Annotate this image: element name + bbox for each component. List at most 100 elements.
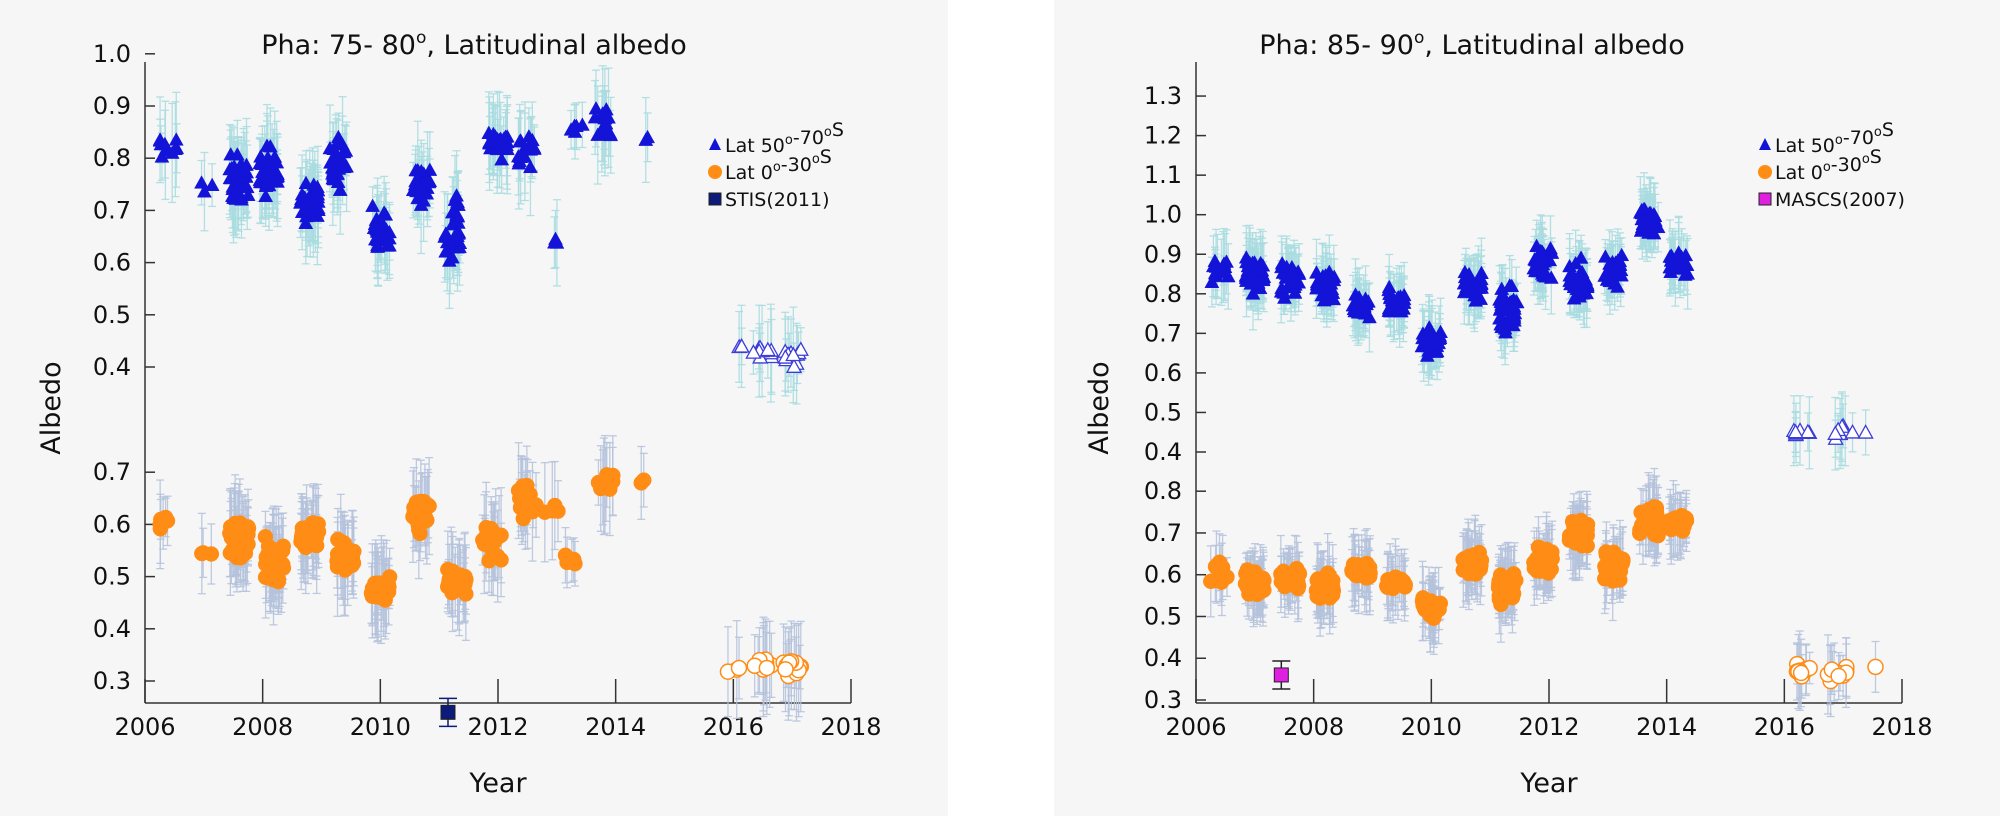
data-point-triangle: [1602, 273, 1618, 288]
legend-label-part: S: [832, 119, 844, 141]
legend-label-part: S: [820, 146, 832, 168]
x-axis-label-left: Year: [468, 768, 527, 799]
data-point-triangle: [1564, 268, 1580, 282]
data-point-triangle: [785, 346, 802, 362]
data-point-triangle: [1350, 305, 1366, 319]
data-point-triangle: [1799, 423, 1816, 439]
data-point-triangle: [1316, 292, 1332, 307]
data-point-triangle: [292, 195, 308, 209]
data-point-triangle: [1316, 270, 1332, 285]
y-tick-label: 1.2: [1144, 122, 1182, 150]
data-point-triangle: [421, 174, 437, 189]
data-point-triangle: [494, 152, 510, 166]
data-point-triangle: [234, 192, 249, 206]
data-point-circle: [598, 476, 614, 493]
data-point-triangle: [785, 358, 803, 373]
data-point-triangle: [157, 136, 173, 151]
legend-marker: [709, 138, 721, 150]
legend-label-part: o: [785, 133, 793, 148]
data-point-triangle: [1646, 225, 1662, 240]
data-point-triangle: [194, 175, 209, 189]
y-tick-label: 0.6: [1144, 561, 1182, 589]
data-point-triangle: [526, 140, 542, 154]
data-point-triangle: [410, 162, 426, 177]
chart-0: 2006 2008 2010 2012 2014 2016 2018 0.4 0.5 0.6 0.7…: [93, 40, 882, 741]
data-point-triangle: [298, 215, 314, 229]
data-point-triangle: [1421, 343, 1437, 357]
data-point-circle: [486, 534, 502, 551]
data-point-triangle: [1671, 245, 1687, 259]
chart-1: 2006 2008 2010 2012 2014 2016 2018 0.4 0.5 0.6 0.7…: [1144, 62, 1933, 741]
legend-label-part: Lat 0: [725, 162, 773, 184]
data-point-triangle: [513, 133, 529, 147]
data-point-circle: [265, 542, 281, 559]
data-point-triangle: [168, 132, 184, 146]
y-tick-label: 1.3: [1144, 82, 1182, 110]
y-tick-label: 1.0: [93, 40, 131, 68]
data-point-triangle: [563, 122, 579, 136]
legend-label: Lat 50o-70oS: [725, 119, 844, 157]
y-tick-label: 0.7: [93, 458, 131, 486]
x-axis-label-right: Year: [1519, 768, 1578, 799]
x-tick-label: 2006: [1165, 713, 1226, 741]
data-point-circle: [544, 503, 561, 519]
legend-marker: [708, 165, 722, 179]
data-point-triangle: [258, 188, 274, 203]
y-tick-label: 0.5: [1144, 602, 1182, 630]
data-point-triangle: [258, 178, 274, 192]
data-point-triangle: [337, 142, 353, 156]
data-point-triangle: [365, 198, 381, 212]
y-tick-label: 0.6: [1144, 359, 1182, 387]
data-point-triangle: [302, 188, 318, 202]
data-point-triangle: [1610, 279, 1625, 293]
legend-entry: STIS(2011): [708, 189, 830, 211]
data-point-triangle: [1505, 311, 1521, 326]
data-point-triangle: [1827, 425, 1844, 440]
data-point-triangle: [1381, 282, 1397, 297]
x-tick-label: 2012: [467, 713, 528, 741]
data-point-triangle: [223, 147, 239, 161]
chart-title-left: Pha: 75- 80o, Latitudinal albedo: [261, 28, 686, 61]
data-point-triangle: [332, 182, 348, 196]
data-point-triangle: [1662, 260, 1678, 274]
data-point-triangle: [1787, 423, 1804, 439]
x-tick-label: 2012: [1518, 713, 1579, 741]
legend-label-part: o: [824, 125, 832, 140]
data-point-triangle: [450, 208, 466, 222]
data-point-circle: [635, 472, 652, 488]
data-point-triangle: [237, 162, 253, 176]
y-tick-label: 0.4: [93, 353, 131, 381]
data-point-triangle: [330, 129, 346, 144]
y-tick-label: 0.6: [93, 249, 131, 277]
x-tick-label: 2016: [703, 713, 764, 741]
data-point-triangle: [1273, 284, 1289, 298]
data-point-triangle: [204, 177, 220, 191]
data-point-circle: [414, 496, 430, 512]
y-tick-label: 0.3: [93, 667, 131, 695]
data-point-circle: [369, 575, 385, 592]
y-tick-label: 0.6: [93, 510, 131, 538]
data-point-triangle: [1664, 249, 1680, 264]
data-point-circle: [758, 659, 776, 677]
data-point-circle: [439, 578, 456, 595]
y-tick-label: 0.7: [1144, 519, 1182, 547]
data-point-triangle: [164, 145, 180, 159]
data-point-triangle: [330, 174, 346, 188]
data-point-triangle: [523, 159, 538, 174]
series-lat-50-70-s-2016-2017-: [1785, 391, 1874, 471]
data-point-triangle: [1360, 294, 1376, 308]
x-tick-label: 2008: [1283, 713, 1344, 741]
data-point-circle: [565, 551, 582, 568]
y-tick-label: 1.0: [1144, 201, 1182, 229]
data-point-circle: [377, 592, 393, 608]
data-point-triangle: [450, 194, 465, 208]
y-tick-label: 0.7: [1144, 319, 1182, 347]
data-point-triangle: [1468, 293, 1484, 307]
data-point-triangle: [588, 101, 604, 115]
x-tick-label: 2010: [1401, 713, 1462, 741]
y-tick-label: 0.8: [1144, 280, 1182, 308]
legend-label-part: -30: [781, 154, 812, 176]
data-point-triangle: [1613, 267, 1629, 282]
legend-label: Lat 0o-30oS: [725, 146, 832, 184]
legend-label-part: o: [812, 152, 820, 167]
